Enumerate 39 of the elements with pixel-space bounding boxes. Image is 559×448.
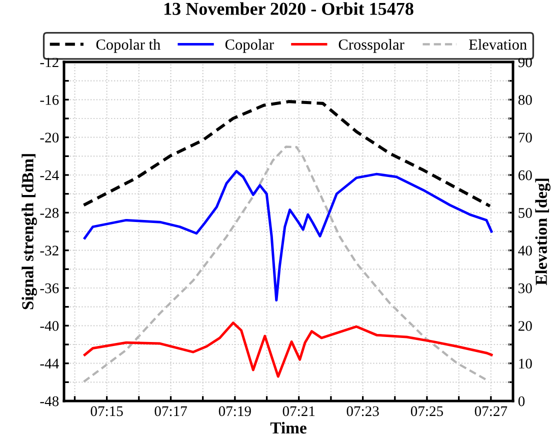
y2-tick-label: 70 xyxy=(518,132,532,143)
y-tick-label: -12 xyxy=(40,57,58,68)
x-tick-label: 07:23 xyxy=(346,406,379,416)
legend-label: Copolar xyxy=(225,38,274,53)
y2-tick-label: 40 xyxy=(518,246,532,256)
x-tick-label: 07:19 xyxy=(218,406,251,416)
x-tick-label: 07:27 xyxy=(474,406,508,416)
legend-label: Elevation xyxy=(469,38,527,50)
x-tick-label: 07:25 xyxy=(410,406,444,416)
x-tick-label: 07:15 xyxy=(90,406,123,416)
y-axis-title: Signal strength [dBm] xyxy=(22,154,37,310)
y-tick-label: -36 xyxy=(40,283,59,294)
y-tick-label: -40 xyxy=(40,321,59,331)
y-tick-label: -24 xyxy=(40,170,59,180)
y2-tick-label: 20 xyxy=(518,321,532,331)
line-series xyxy=(83,322,493,378)
y2-tick-label: 90 xyxy=(518,57,532,68)
y2-tick-label: 60 xyxy=(518,170,532,180)
x-tick-label: 07:21 xyxy=(282,406,315,416)
chart-title: 13 November 2020 - Orbit 15478 xyxy=(164,2,414,15)
y2-tick-label: 80 xyxy=(518,95,532,105)
y2-tick-label: 50 xyxy=(518,208,532,218)
y2-axis-title: Elevation [deg] xyxy=(535,178,550,286)
x-tick-label: 07:17 xyxy=(154,406,187,416)
y-tick-label: -16 xyxy=(40,95,59,105)
line-series xyxy=(82,146,488,383)
y2-tick-label: 0 xyxy=(518,396,525,406)
y2-tick-label: 30 xyxy=(518,283,532,294)
y-tick-label: -28 xyxy=(40,208,59,218)
line-series xyxy=(83,170,493,302)
y-tick-label: -48 xyxy=(40,396,59,406)
y-tick-label: -44 xyxy=(40,358,59,368)
y-tick-label: -32 xyxy=(40,246,58,256)
y-tick-label: -20 xyxy=(40,132,59,143)
x-axis-title: Time xyxy=(270,422,306,434)
y2-tick-label: 10 xyxy=(519,358,532,369)
legend-label: Copolar th xyxy=(96,38,160,53)
legend-label: Crosspolar xyxy=(338,38,404,53)
line-series xyxy=(82,100,492,208)
